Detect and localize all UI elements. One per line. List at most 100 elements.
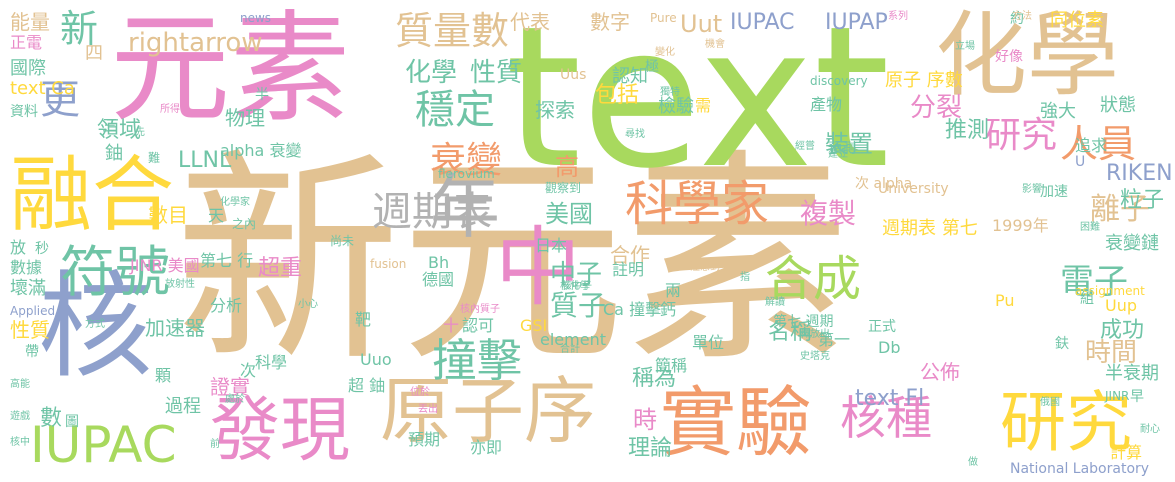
cloud-word: 約 (1010, 11, 1024, 27)
cloud-word: 分析 (210, 296, 243, 315)
cloud-word: 1999年 (992, 216, 1049, 235)
cloud-word: 物理 (225, 106, 265, 130)
cloud-word: GSI (520, 316, 548, 335)
cloud-word: 位於 (410, 387, 430, 398)
cloud-word: 預期 (408, 430, 441, 449)
cloud-word: text (505, 0, 890, 211)
cloud-word: 鈣 (660, 300, 677, 319)
cloud-word: 德國 (422, 270, 455, 289)
cloud-word: 探索 (535, 98, 575, 122)
cloud-word: 前 (210, 439, 220, 450)
cloud-word: 合作 (610, 243, 650, 267)
cloud-word: 新 (60, 7, 99, 51)
cloud-word: Uut (680, 10, 723, 38)
cloud-word: 計算 (1110, 443, 1143, 462)
cloud-word: 高能 (10, 379, 30, 390)
cloud-word: 影響 (1022, 184, 1042, 195)
cloud-word: 發現 (210, 389, 350, 471)
cloud-word: 極 (645, 59, 659, 75)
cloud-word: 中子 (550, 260, 603, 290)
cloud-word: 衰變 (430, 140, 503, 181)
cloud-word: 追求 (1075, 136, 1108, 155)
cloud-word: 高 (555, 153, 579, 181)
cloud-word: 十 (443, 316, 460, 335)
cloud-word: 做 (968, 457, 978, 468)
cloud-word: 組 (1080, 291, 1094, 307)
cloud-word: 研究 (985, 115, 1058, 156)
cloud-word: 核內質子 (460, 304, 500, 315)
cloud-word: 週期表 第七 (882, 218, 978, 239)
cloud-word: 檢驗 (658, 96, 694, 117)
cloud-word: 認知 (612, 66, 648, 87)
cloud-word: 週期表 (372, 189, 492, 235)
cloud-word: 半衰期 (1105, 363, 1159, 384)
cloud-word: 化學家 (220, 197, 250, 208)
cloud-word: element (540, 330, 606, 349)
cloud-word: 耐心 (1140, 424, 1160, 435)
cloud-word: 元素 (110, 0, 350, 139)
cloud-word: 四 (85, 43, 103, 64)
cloud-word: 符號 (60, 240, 171, 304)
cloud-word: 處於 (225, 394, 245, 405)
cloud-word: 解讀 (765, 297, 785, 308)
cloud-word: 質子 (550, 289, 607, 322)
cloud-word: 俄國 (1040, 397, 1060, 408)
cloud-word: 史塔克 (800, 351, 830, 362)
cloud-word: 機會 (705, 39, 725, 50)
cloud-word: Ca 撞擊 (603, 300, 662, 319)
cloud-word: Pure (650, 11, 677, 25)
cloud-word: IUPAP (825, 10, 888, 35)
cloud-word: 好像 (995, 49, 1023, 65)
cloud-word: 丟出 (418, 404, 438, 415)
cloud-word: IUPAC (730, 10, 795, 35)
cloud-word: 數目 (148, 203, 188, 227)
cloud-word: 需 (695, 96, 712, 115)
cloud-word: JINR (1105, 389, 1130, 403)
cloud-word: 強大 (1040, 101, 1076, 122)
cloud-word: 遊戲 (10, 411, 30, 422)
cloud-word: 建立 (828, 149, 848, 160)
cloud-word: 科學 (255, 353, 288, 372)
cloud-word: 粒子 (1120, 188, 1165, 213)
cloud-word: 兩 (665, 281, 682, 300)
cloud-word: 核種 (840, 391, 932, 445)
cloud-word: 單位 (692, 333, 725, 352)
cloud-word: 質量數 (395, 9, 510, 53)
cloud-word: 化學 (405, 58, 458, 88)
cloud-word: 注意到 (690, 262, 720, 273)
cloud-word: 困難 (1080, 222, 1100, 233)
cloud-word: 包括 (595, 83, 640, 108)
cloud-word: 美國 (545, 200, 593, 228)
cloud-word: 指 (740, 272, 750, 283)
cloud-word: 尚未 (330, 234, 355, 248)
cloud-word: 所得 (160, 104, 180, 115)
cloud-word: rightarrow (128, 28, 263, 58)
cloud-word: 原子序 (380, 369, 597, 453)
cloud-word: Uup (1105, 296, 1138, 315)
cloud-word: 融合 (10, 148, 175, 243)
cloud-word: 半 (255, 87, 269, 103)
cloud-word: 正式 (868, 319, 896, 335)
cloud-word: 帶 (25, 344, 39, 360)
cloud-word: 正電 (10, 33, 43, 52)
cloud-word: 合計 (560, 344, 580, 355)
cloud-word: 難 (148, 151, 161, 165)
cloud-word: 放 (10, 238, 27, 257)
cloud-word: 實驗 (660, 378, 812, 467)
cloud-word: 鈾 (105, 143, 123, 164)
cloud-word: 次 (240, 361, 257, 380)
cloud-word: 產物 (810, 95, 843, 114)
cloud-word: 變化 (655, 47, 675, 58)
cloud-word: 新元素 (175, 131, 850, 393)
cloud-word: 獨特 (660, 87, 680, 98)
cloud-word: 國際 (10, 58, 46, 79)
cloud-word: 第七 週期 (773, 314, 834, 330)
cloud-word: 核 (38, 260, 154, 394)
cloud-word: assignment (1075, 284, 1145, 298)
cloud-word: 代表 (510, 10, 550, 34)
cloud-word: 資料 (10, 104, 38, 120)
cloud-word: 註明 (612, 260, 645, 279)
cloud-word: 次 alpha (855, 176, 913, 192)
cloud-word: 公佈 (920, 360, 960, 384)
cloud-word: 天 (208, 206, 225, 225)
